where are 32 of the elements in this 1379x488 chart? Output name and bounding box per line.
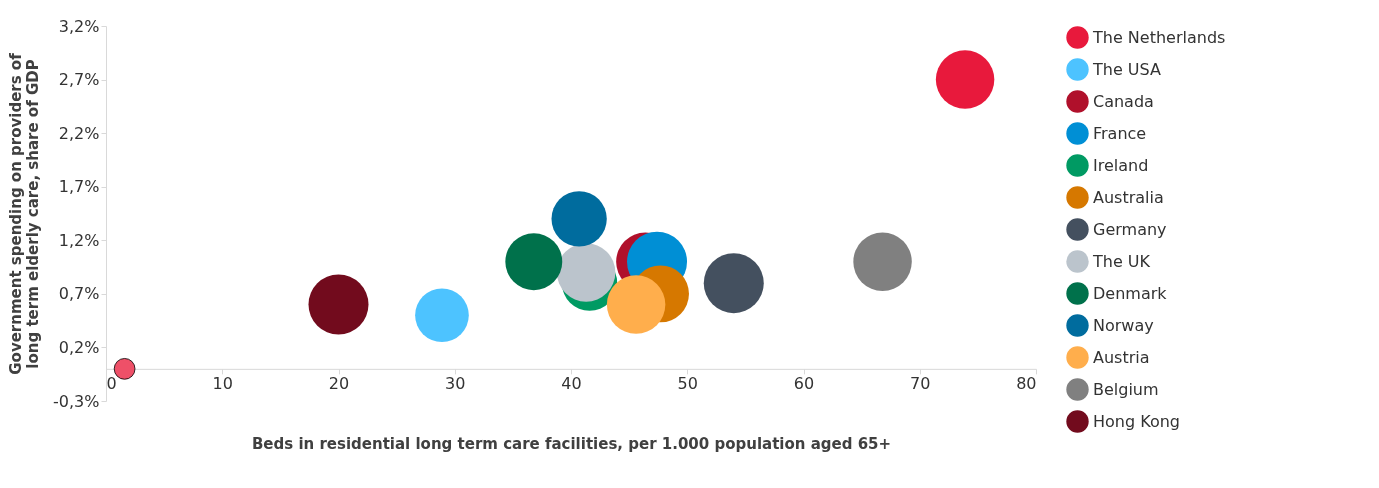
legend-label: Belgium xyxy=(1093,379,1159,399)
legend-label: Canada xyxy=(1093,91,1154,111)
y-tick-label: -0,3% xyxy=(53,391,100,411)
x-axis-title: Beds in residential long term care facilities, per 1.000 population aged 65+ xyxy=(251,434,892,453)
x-tick-label: 0 xyxy=(106,374,117,394)
legend-label: The Netherlands xyxy=(1092,27,1226,47)
y-tick-label: 0,2% xyxy=(58,337,100,357)
x-tick-label: 60 xyxy=(793,374,815,394)
x-tick-label: 20 xyxy=(328,374,350,394)
x-tick-label: 80 xyxy=(1016,374,1037,394)
legend-label: The USA xyxy=(1092,59,1162,79)
legend-label: The UK xyxy=(1092,251,1151,271)
legend-label: France xyxy=(1093,123,1147,143)
legend-label: Denmark xyxy=(1093,283,1168,303)
legend-label: Norway xyxy=(1093,315,1154,335)
x-tick-label: 70 xyxy=(910,374,931,394)
legend-label: Hong Kong xyxy=(1093,411,1180,431)
legend-label: Austria xyxy=(1093,347,1150,367)
x-tick-label: 50 xyxy=(677,374,698,394)
legend-label: Ireland xyxy=(1093,155,1149,175)
y-axis-title: Government spending on providers of long term elderly care, share of GDP xyxy=(7,52,43,375)
y-tick-label: 1,2% xyxy=(58,230,100,250)
x-tick-label: 30 xyxy=(445,374,466,394)
y-tick-label: 2,2% xyxy=(58,123,100,143)
y-tick-label: 2,7% xyxy=(58,70,100,90)
x-tick-label: 10 xyxy=(212,374,233,394)
legend-label: Australia xyxy=(1093,187,1164,207)
x-tick-label: 40 xyxy=(561,374,582,394)
y-tick-label: 0,7% xyxy=(58,284,100,304)
y-tick-label: 1,7% xyxy=(58,177,100,197)
legend-label: Germany xyxy=(1093,219,1167,239)
y-tick-label: 3,2% xyxy=(58,16,100,36)
